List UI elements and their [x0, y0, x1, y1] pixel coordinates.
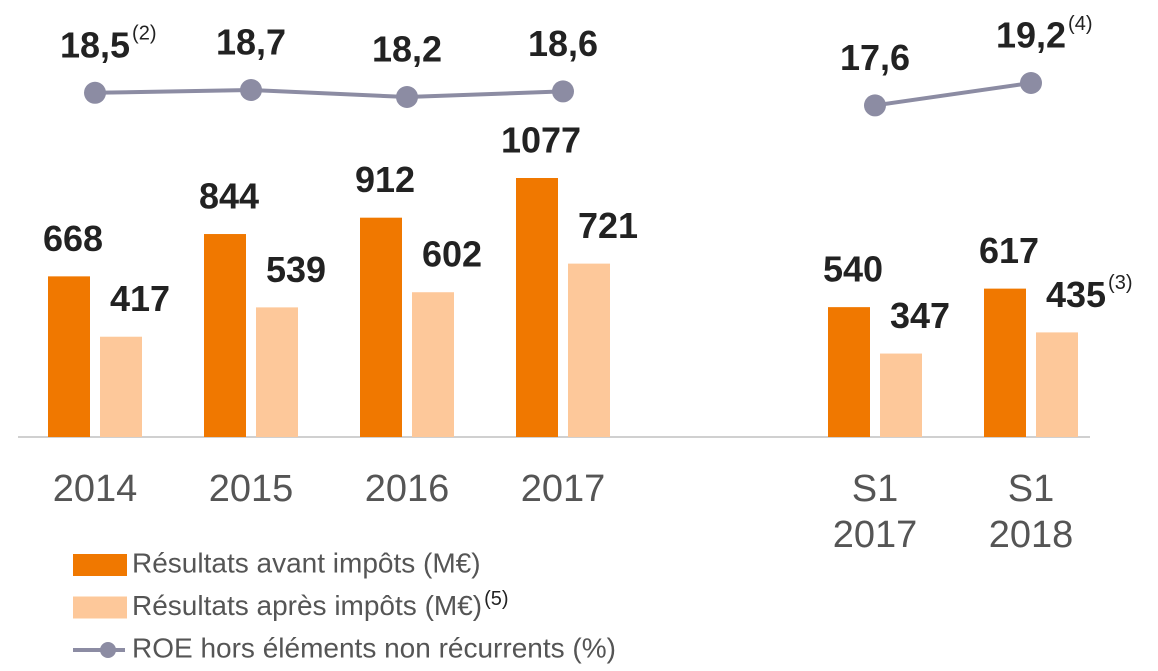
bar [204, 234, 246, 437]
legend-swatch [73, 554, 127, 576]
line [874, 81, 1032, 108]
bar [880, 353, 922, 437]
footnote: (2) [132, 23, 156, 45]
data-label: 435 [1046, 274, 1106, 315]
data-label: 540 [823, 249, 883, 290]
bar [828, 307, 870, 437]
x-tick-label-box: 2016 [364, 468, 450, 510]
x-tick-label: S1 2017 [832, 468, 918, 556]
x-tick-label-box: 2015 [208, 468, 294, 510]
footnote: (3) [1108, 272, 1132, 294]
legend-marker [100, 642, 116, 658]
bar [516, 178, 558, 437]
line [94, 87, 564, 100]
legend-label: Résultats avant impôts (M€) [132, 547, 481, 578]
data-label: 721 [578, 205, 638, 246]
legend-label: Résultats après impôts (M€) [132, 590, 482, 621]
footnote: (5) [484, 588, 508, 610]
data-label: 18,7 [216, 22, 286, 63]
x-tick-label: S1 2018 [988, 468, 1074, 556]
marker [552, 80, 574, 103]
bar [48, 276, 90, 437]
bar [412, 292, 454, 437]
x-tick-label: 2017 [520, 468, 606, 510]
legend-swatch [73, 596, 127, 619]
data-label: 18,5 [60, 24, 130, 65]
x-tick-label-box: S1 2018 [988, 468, 1074, 556]
data-label: 347 [890, 295, 950, 336]
bar [256, 307, 298, 437]
data-label: 539 [266, 249, 326, 290]
bar [984, 288, 1026, 437]
marker [84, 81, 106, 104]
data-label: 417 [110, 278, 170, 319]
data-label: 602 [422, 234, 482, 275]
marker [240, 79, 262, 101]
data-label: 1077 [501, 120, 581, 161]
data-label: 17,6 [840, 37, 910, 78]
x-tick-label: 2016 [364, 468, 450, 510]
x-tick-label-box: 2017 [520, 468, 606, 510]
x-tick-label-box: 2014 [52, 468, 138, 510]
data-label: 19,2 [996, 15, 1066, 56]
bar [360, 217, 402, 437]
marker [864, 94, 886, 117]
bar [568, 263, 610, 437]
footnote: (4) [1068, 13, 1092, 35]
data-label: 18,2 [372, 29, 442, 70]
marker [1020, 72, 1042, 94]
data-label: 844 [199, 176, 259, 217]
data-label: 912 [355, 159, 415, 200]
bar [1036, 332, 1078, 437]
legend-label: ROE hors éléments non récurrents (%) [132, 632, 616, 663]
data-label: 617 [979, 230, 1039, 271]
x-tick-label: 2014 [52, 468, 138, 510]
bar [100, 336, 142, 437]
marker [396, 86, 418, 108]
x-tick-label: 2015 [208, 468, 294, 510]
x-tick-label-box: S1 2017 [832, 468, 918, 556]
data-label: 668 [43, 218, 103, 259]
data-label: 18,6 [528, 23, 598, 64]
